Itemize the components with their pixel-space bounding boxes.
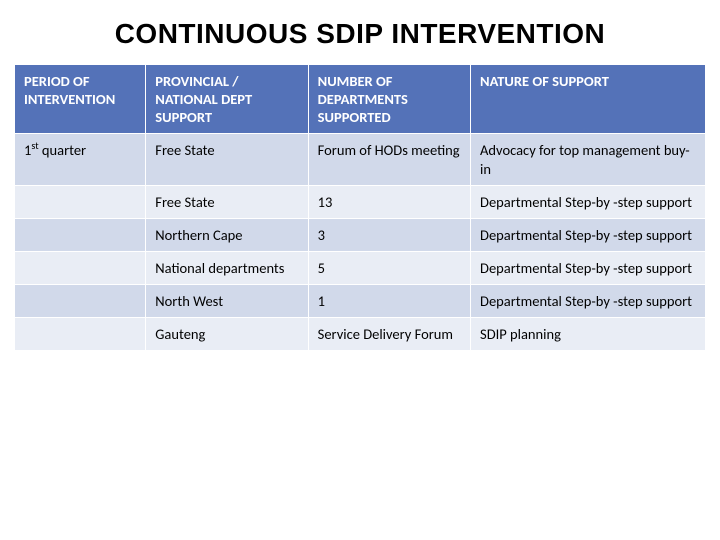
col-header-number: NUMBER OF DEPARTMENTS SUPPORTED (308, 65, 470, 134)
intervention-table: PERIOD OF INTERVENTION PROVINCIAL / NATI… (14, 64, 706, 351)
table-row: Northern Cape 3 Departmental Step-by -st… (15, 218, 706, 251)
table-row: National departments 5 Departmental Step… (15, 251, 706, 284)
cell-support: North West (146, 285, 308, 318)
table-row: Gauteng Service Delivery Forum SDIP plan… (15, 318, 706, 351)
cell-nature: Departmental Step-by -step support (471, 185, 706, 218)
cell-nature: Departmental Step-by -step support (471, 285, 706, 318)
cell-number: 13 (308, 185, 470, 218)
cell-number: 5 (308, 251, 470, 284)
cell-support: Free State (146, 134, 308, 185)
cell-support: National departments (146, 251, 308, 284)
cell-period (15, 218, 146, 251)
cell-nature: Departmental Step-by -step support (471, 218, 706, 251)
cell-support: Gauteng (146, 318, 308, 351)
cell-period (15, 185, 146, 218)
cell-period: 1st quarter (15, 134, 146, 185)
table-row: 1st quarter Free State Forum of HODs mee… (15, 134, 706, 185)
cell-period (15, 318, 146, 351)
cell-number: 1 (308, 285, 470, 318)
cell-number: Service Delivery Forum (308, 318, 470, 351)
col-header-support: PROVINCIAL / NATIONAL DEPT SUPPORT (146, 65, 308, 134)
cell-support: Northern Cape (146, 218, 308, 251)
table-row: North West 1 Departmental Step-by -step … (15, 285, 706, 318)
cell-support: Free State (146, 185, 308, 218)
table-row: Free State 13 Departmental Step-by -step… (15, 185, 706, 218)
cell-number: 3 (308, 218, 470, 251)
cell-nature: Departmental Step-by -step support (471, 251, 706, 284)
cell-nature: Advocacy for top management buy-in (471, 134, 706, 185)
cell-period (15, 251, 146, 284)
cell-nature: SDIP planning (471, 318, 706, 351)
cell-period (15, 285, 146, 318)
table-header-row: PERIOD OF INTERVENTION PROVINCIAL / NATI… (15, 65, 706, 134)
col-header-nature: NATURE OF SUPPORT (471, 65, 706, 134)
cell-number: Forum of HODs meeting (308, 134, 470, 185)
page-title: CONTINUOUS SDIP INTERVENTION (14, 18, 706, 50)
col-header-period: PERIOD OF INTERVENTION (15, 65, 146, 134)
